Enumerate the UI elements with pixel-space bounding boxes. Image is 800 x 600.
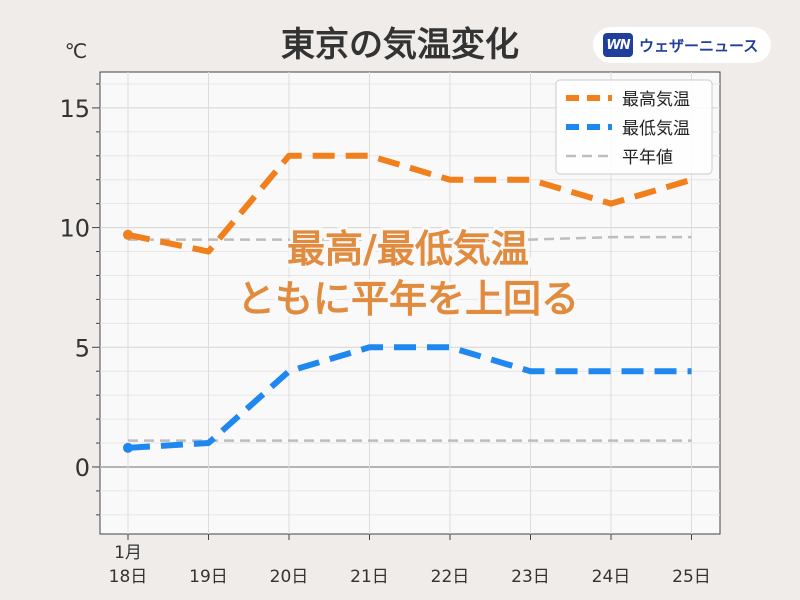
y-unit-label: ℃	[65, 39, 87, 63]
brand-mark: WN	[603, 33, 633, 57]
y-tick-label: 0	[75, 454, 90, 482]
axis-ticks: 0 5 10 15 18日 19日 20日 21日 22日 23日 24日 25日 1月	[59, 83, 711, 587]
x-tick-label: 20日	[270, 567, 309, 587]
legend-box	[555, 79, 713, 175]
x-tick-label: 21日	[350, 567, 389, 587]
grid-lines	[100, 72, 720, 534]
x-tick-label: 19日	[189, 567, 228, 587]
series-line-normal_high	[128, 235, 692, 241]
legend-label-normal_high: 平年値	[622, 148, 673, 168]
series-start-point-high	[123, 229, 133, 240]
weathernews-logo: WN ウェザーニュース	[593, 27, 771, 63]
x-tick-label: 24日	[592, 567, 631, 587]
series-start-point-low	[123, 442, 133, 453]
y-tick-label: 10	[59, 215, 90, 243]
legend-label-high: 最高気温	[622, 90, 690, 110]
annotation-line: ともに平年を上回る	[237, 277, 579, 321]
x-tick-month-label: 1月	[114, 543, 142, 563]
series-layer	[123, 152, 693, 453]
chart-title: 東京の気温変化	[281, 25, 519, 65]
brand-name: ウェザーニュース	[639, 36, 759, 55]
y-tick-label: 5	[75, 334, 90, 362]
x-tick-label: 25日	[672, 567, 711, 587]
y-tick-label: 15	[59, 95, 90, 123]
series-line-low	[127, 344, 692, 451]
series-line-high	[127, 152, 693, 255]
legend-label-low: 最低気温	[622, 119, 690, 139]
x-tick-label: 23日	[511, 567, 550, 587]
annotation-line: 最高/最低気温	[287, 227, 529, 271]
x-tick-label: 18日	[109, 567, 148, 587]
x-tick-label: 22日	[431, 567, 470, 587]
